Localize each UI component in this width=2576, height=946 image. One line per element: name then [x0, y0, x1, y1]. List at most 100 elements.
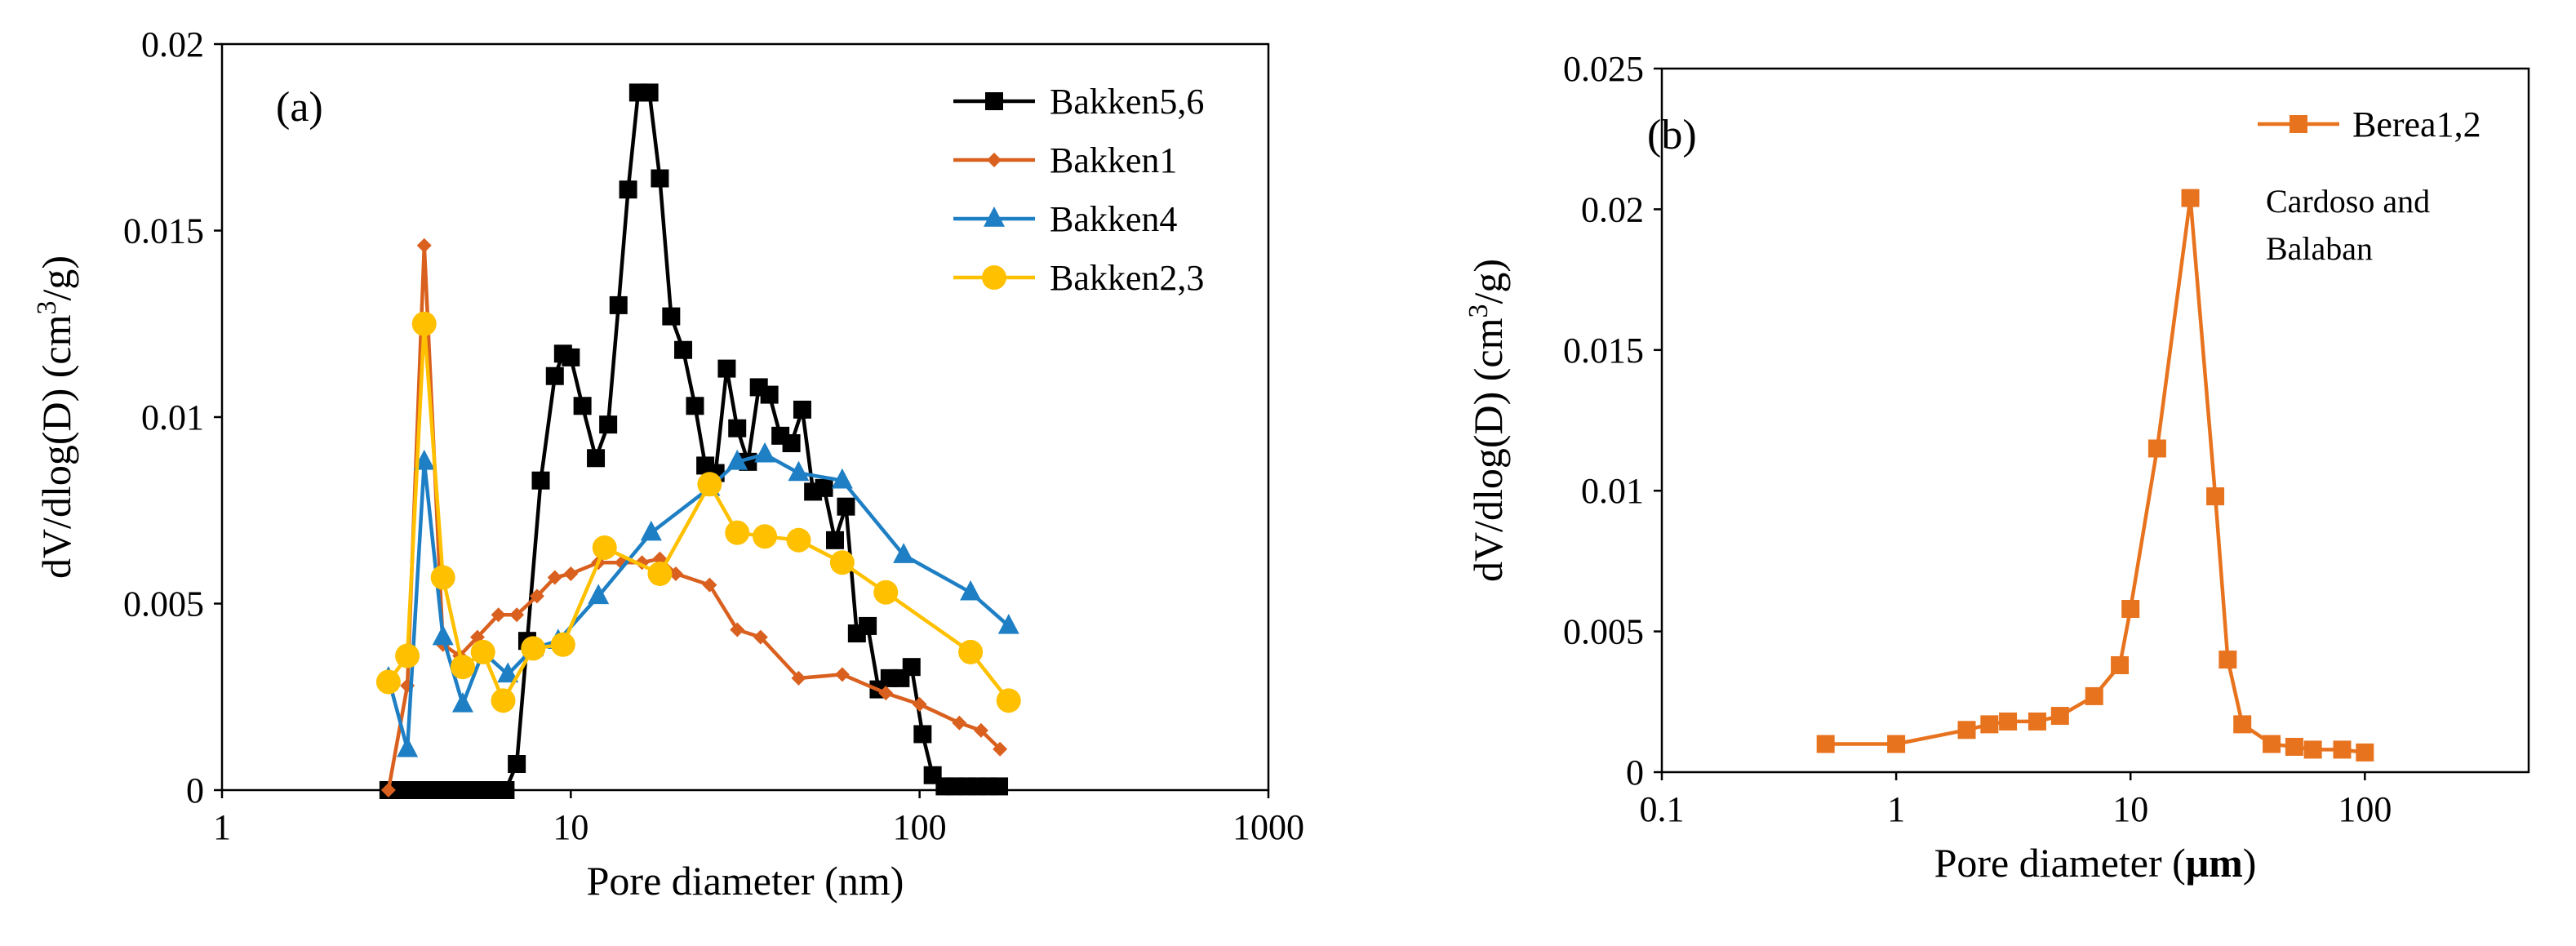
- panel-b-series-berea1-2-point: [2285, 737, 2303, 756]
- panel-b-x-tick-label: 10: [2112, 789, 2148, 829]
- panel-b-series-berea1-2-point: [2233, 715, 2252, 734]
- panel-a-series-bakken5-6-point: [587, 449, 606, 468]
- panel-b-x-axis-label: Pore diameter (μm): [1934, 840, 2257, 886]
- panel-a-series-bakken2-3-point: [375, 669, 401, 695]
- panel-b-label: (b): [1647, 112, 1697, 158]
- panel-b-series-berea1-2-point: [2111, 655, 2130, 674]
- panel-a-series-bakken5-6-point: [782, 433, 801, 452]
- panel-a-series-bakken5-6-point: [531, 471, 550, 490]
- panel-a-series-bakken1-point: [834, 667, 850, 682]
- panel-a-series-bakken1-point: [791, 670, 806, 686]
- panel-a-series-bakken5-6: [379, 83, 1009, 799]
- panel-a-series-bakken4-point: [397, 736, 419, 757]
- panel-a-label: (a): [276, 84, 323, 131]
- panel-a-legend-marker: [987, 153, 1002, 167]
- panel-a-series-bakken1-point: [563, 566, 579, 581]
- panel-a-series-bakken4-point: [893, 543, 915, 563]
- panel-a-series-bakken2-3-point: [592, 535, 617, 560]
- panel-b-series-berea1-2-point: [2218, 651, 2237, 669]
- panel-a-series-bakken5-6-point: [508, 755, 526, 774]
- panel-a-series-bakken1-point: [547, 570, 562, 585]
- panel-a-series-bakken2-3-point: [450, 655, 475, 680]
- panel-b-y-tick-label: 0.015: [1563, 331, 1644, 371]
- panel-a-series-bakken5-6-point: [662, 307, 681, 326]
- panel-a-series-bakken4-point: [960, 580, 982, 601]
- panel-b: 0.1 1 10 100 0 0.005 0.01 0.015 0.02 0.025 Pore di…: [1463, 49, 2530, 886]
- panel-b-x-axis-label-part: ): [2243, 840, 2257, 886]
- panel-a-series-bakken2-3-point: [996, 688, 1021, 713]
- panel-a-series-bakken5-6-point: [760, 385, 779, 404]
- panel-a-legend-entry: Bakken4: [953, 199, 1177, 239]
- panel-a-series-bakken5-6-point: [902, 658, 921, 677]
- panel-a-series-bakken1-point: [952, 715, 967, 731]
- panel-a-series-bakken1-point: [912, 696, 927, 712]
- panel-a-series-bakken5-6-point: [674, 340, 693, 359]
- panel-a-legend-label: Bakken5,6: [1050, 82, 1204, 122]
- panel-a-series-bakken1-point: [491, 607, 506, 623]
- panel-a-series-bakken5-6-point: [562, 348, 580, 366]
- panel-a-y-axis-label-part: /g): [33, 255, 79, 301]
- panel-b-x-tick-label: 1: [1887, 789, 1905, 829]
- panel-b-y-axis-label: dV/dlog(D) (cm3/g): [1463, 259, 1512, 582]
- panel-b-x-tick-label: 100: [2338, 789, 2392, 829]
- panel-a-series-bakken2-3-point: [521, 636, 546, 661]
- panel-a-series-bakken2-3-point: [725, 520, 750, 545]
- panel-a-series-bakken1-point: [529, 588, 544, 604]
- panel-a-series-bakken1-point: [730, 622, 745, 637]
- panel-a-series-bakken5-6-point: [651, 169, 669, 188]
- panel-a-y-axis-label-part: dV/dlog(D) (cm: [33, 314, 79, 579]
- panel-b-series-berea1-2-point: [2356, 743, 2374, 762]
- panel-a-series-bakken4-point: [451, 691, 473, 713]
- panel-b-legend-marker: [2290, 115, 2307, 133]
- panel-b-series-berea1-2-point: [1957, 721, 1976, 739]
- panel-a-series-bakken2-3-point: [491, 688, 516, 713]
- panel-a-series-bakken2-3-point: [958, 639, 984, 664]
- panel-b-y-axis-label-part: dV/dlog(D) (cm: [1465, 318, 1511, 582]
- panel-a-x-tick-label: 1000: [1232, 807, 1304, 847]
- panel-b-annotation-line: Cardoso and: [2266, 183, 2430, 220]
- panel-b-plot-frame: [1660, 67, 2530, 774]
- panel-b-legend-label: Berea1,2: [2352, 104, 2481, 144]
- panel-a-legend-label: Bakken2,3: [1050, 258, 1204, 298]
- panel-a-legend-label: Bakken4: [1050, 199, 1177, 239]
- panel-a-series-bakken4-point: [640, 520, 662, 541]
- panel-b-series-berea1-2-line: [1825, 196, 2365, 755]
- panel-a-series-bakken5-6-point: [599, 415, 618, 434]
- panel-a-x-tick-label: 100: [893, 807, 947, 847]
- panel-a-series-bakken1: [380, 238, 1008, 797]
- panel-a-series-bakken1-point: [380, 783, 396, 797]
- panel-a-series-bakken5-6-point: [793, 400, 811, 419]
- panel-a-series-bakken5-6-point: [619, 180, 637, 199]
- panel-b-series-berea1-2-point: [1999, 712, 2018, 731]
- panel-a-y-tick-label: 0.02: [141, 24, 204, 64]
- panel-b-legend-entry: Berea1,2: [2258, 104, 2481, 144]
- panel-a-y-axis-label-superscript: 3: [32, 301, 62, 315]
- panel-a-series-bakken4-point: [788, 460, 810, 482]
- panel-a-series-bakken2-3-point: [786, 527, 811, 553]
- panel-a-series-bakken4-point: [754, 442, 776, 463]
- panel-a-legend-marker: [982, 265, 1006, 290]
- panel-a: 1 10 100 1000 0 0.005 0.01 0.015 0.02 Pore diamet…: [32, 24, 1305, 904]
- panel-b-series-berea1-2-point: [1887, 735, 1906, 753]
- panel-a-y-tick-label: 0.005: [123, 584, 204, 624]
- panel-a-series-bakken2-3-point: [697, 472, 722, 497]
- panel-a-x-tick-label: 1: [213, 807, 231, 847]
- panel-a-y-tick-label: 0.01: [141, 397, 204, 437]
- panel-a-series-bakken5-6-point: [573, 397, 592, 415]
- panel-a-series-bakken5-6-point: [837, 497, 855, 516]
- panel-b-series-berea1-2-point: [2206, 487, 2225, 506]
- panel-a-y-tick-label: 0.015: [123, 211, 204, 251]
- panel-a-series-bakken2-3-point: [829, 550, 855, 575]
- panel-a-series-bakken4-point: [432, 624, 454, 646]
- panel-b-series-berea1-2-point: [1816, 735, 1835, 753]
- panel-a-series-bakken5-6-point: [609, 295, 628, 314]
- panel-b-series-berea1-2-point: [2181, 189, 2200, 207]
- panel-a-series-bakken1-point: [973, 722, 988, 738]
- panel-a-series-bakken5-6-point: [545, 366, 564, 385]
- panel-b-series-berea1-2-point: [2085, 686, 2103, 705]
- panel-a-series-bakken5-6-point: [717, 359, 736, 378]
- panel-a-x-axis-label: Pore diameter (nm): [587, 858, 904, 904]
- panel-a-series-bakken2-3-point: [873, 580, 899, 605]
